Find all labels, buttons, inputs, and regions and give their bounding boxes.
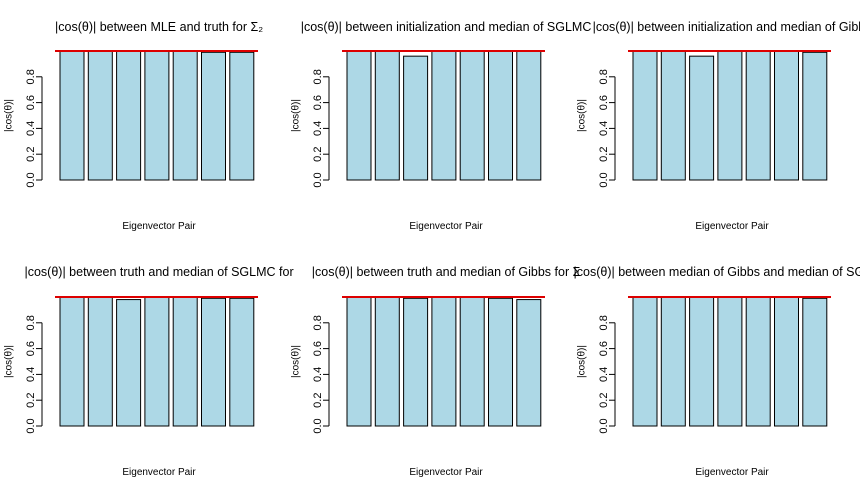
y-tick-label: 0.0 (312, 172, 324, 187)
x-axis-label: Eigenvector Pair (409, 221, 483, 232)
y-tick-label: 0.6 (25, 341, 37, 356)
y-tick-label: 0.0 (25, 172, 37, 187)
chart-title: |cos(θ)| between initialization and medi… (301, 20, 592, 34)
bar-7 (516, 50, 542, 181)
bar-5 (745, 50, 771, 181)
bar-6 (488, 297, 513, 427)
bar-6 (201, 297, 226, 427)
chart-panel-4: |cos(θ)| between truth and median of SGL… (4, 265, 294, 478)
bar-6 (488, 50, 513, 181)
y-tick-label: 0.4 (598, 121, 610, 136)
bar-1 (59, 50, 85, 181)
y-tick-label: 0.4 (312, 367, 324, 382)
bar-1 (632, 50, 658, 181)
x-axis-label: Eigenvector Pair (409, 467, 483, 478)
bar-5 (172, 296, 198, 427)
y-tick-label: 0.2 (598, 393, 610, 408)
chart-panel-6: |cos(θ)| between median of Gibbs and med… (574, 265, 860, 478)
bar-3 (403, 55, 429, 181)
y-tick-label: 0.4 (25, 121, 37, 136)
bar-4 (717, 50, 743, 181)
y-axis-label: |cos(θ)| (577, 345, 588, 378)
bar-6 (774, 296, 799, 427)
y-tick-label: 0.0 (25, 418, 37, 433)
y-tick-label: 0.6 (312, 95, 324, 110)
y-tick-label: 0.6 (312, 341, 324, 356)
bar-7 (516, 299, 542, 427)
bar-3 (403, 297, 429, 427)
bar-1 (632, 296, 658, 427)
bar-5 (459, 296, 485, 427)
y-tick-label: 0.8 (25, 69, 37, 84)
bar-3 (689, 55, 715, 181)
y-tick-label: 0.4 (25, 367, 37, 382)
x-axis-label: Eigenvector Pair (122, 467, 196, 478)
x-axis-label: Eigenvector Pair (695, 221, 769, 232)
bar-4 (717, 296, 743, 427)
x-axis-label: Eigenvector Pair (122, 221, 196, 232)
bar-2 (374, 296, 400, 427)
y-tick-label: 0.8 (25, 315, 37, 330)
bar-7 (802, 51, 828, 181)
bar-7 (802, 297, 828, 427)
chart-panel-3: |cos(θ)| between initialization and medi… (577, 20, 860, 232)
bar-2 (87, 296, 113, 427)
y-tick-label: 0.0 (312, 418, 324, 433)
bar-4 (431, 296, 457, 427)
y-tick-label: 0.6 (598, 341, 610, 356)
bar-5 (172, 50, 198, 181)
bar-3 (116, 50, 142, 181)
chart-panel-1: |cos(θ)| between MLE and truth for Σ₂ 0.0… (4, 20, 264, 232)
y-tick-label: 0.0 (598, 418, 610, 433)
y-tick-label: 0.2 (312, 393, 324, 408)
bar-2 (660, 296, 686, 427)
bar-4 (431, 50, 457, 181)
chart-title: |cos(θ)| between MLE and truth for Σ₂ (55, 20, 263, 34)
y-axis-label: |cos(θ)| (291, 345, 302, 378)
y-tick-label: 0.8 (598, 69, 610, 84)
y-tick-label: 0.8 (598, 315, 610, 330)
chart-panel-2: |cos(θ)| between initialization and medi… (291, 20, 592, 232)
bar-1 (346, 296, 372, 427)
bar-7 (229, 51, 255, 181)
y-tick-label: 0.8 (312, 315, 324, 330)
chart-panel-5: |cos(θ)| between truth and median of Gib… (291, 265, 581, 478)
bar-6 (201, 51, 226, 181)
y-axis-label: |cos(θ)| (4, 345, 15, 378)
y-tick-label: 0.2 (598, 147, 610, 162)
y-axis-label: |cos(θ)| (577, 99, 588, 132)
bar-2 (660, 50, 686, 181)
y-tick-label: 0.2 (25, 393, 37, 408)
bar-4 (144, 296, 170, 427)
y-axis-label: |cos(θ)| (4, 99, 15, 132)
bar-1 (59, 296, 85, 427)
y-axis-label: |cos(θ)| (291, 99, 302, 132)
chart-title: |cos(θ)| between truth and median of SGL… (24, 265, 293, 279)
y-tick-label: 0.8 (312, 69, 324, 84)
bar-5 (745, 296, 771, 427)
y-tick-label: 0.4 (598, 367, 610, 382)
chart-title: |cos(θ)| between median of Gibbs and med… (574, 265, 860, 279)
bar-5 (459, 50, 485, 181)
y-tick-label: 0.6 (598, 95, 610, 110)
chart-title: |cos(θ)| between truth and median of Gib… (312, 265, 581, 279)
bar-3 (116, 299, 142, 427)
bar-4 (144, 50, 170, 181)
y-tick-label: 0.6 (25, 95, 37, 110)
y-tick-label: 0.2 (25, 147, 37, 162)
y-tick-label: 0.2 (312, 147, 324, 162)
chart-title: |cos(θ)| between initialization and medi… (593, 20, 860, 34)
bar-6 (774, 50, 799, 181)
y-tick-label: 0.4 (312, 121, 324, 136)
bar-2 (87, 50, 113, 181)
x-axis-label: Eigenvector Pair (695, 467, 769, 478)
bar-2 (374, 50, 400, 181)
bar-7 (229, 297, 255, 427)
y-tick-label: 0.0 (598, 172, 610, 187)
bar-1 (346, 50, 372, 181)
bar-3 (689, 296, 715, 427)
